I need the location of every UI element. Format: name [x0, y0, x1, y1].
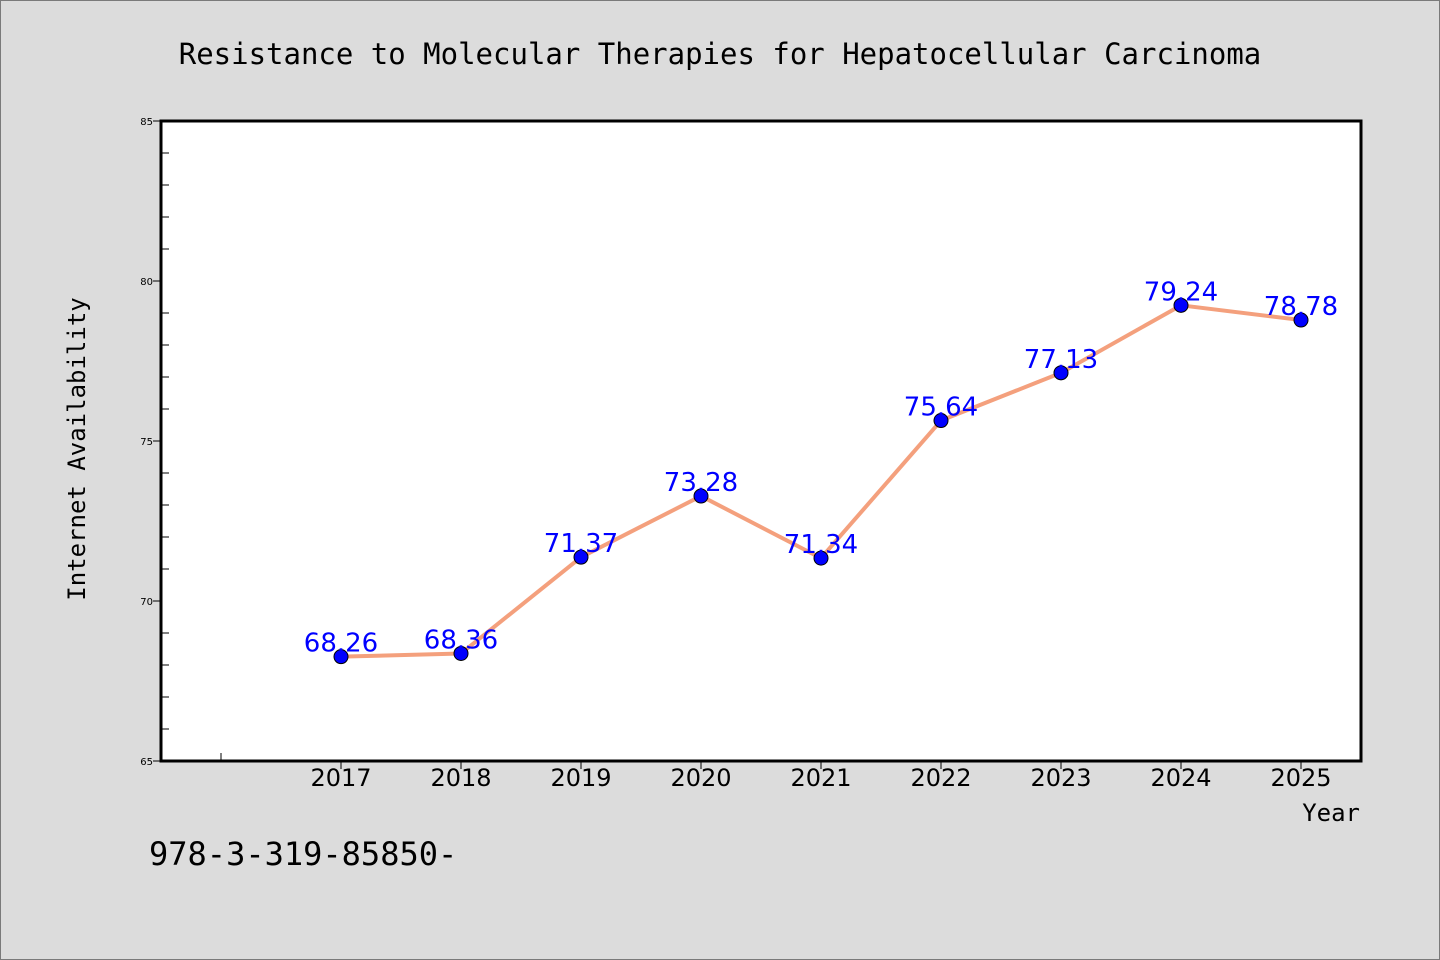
- data-point: [1293, 312, 1309, 328]
- x-tick-label: 2024: [1150, 764, 1211, 792]
- footer-text: 978-3-319-85850-: [149, 835, 457, 873]
- data-label: 68.36: [424, 625, 498, 655]
- data-label: 71.37: [544, 529, 618, 559]
- x-tick-label: 2019: [550, 764, 611, 792]
- y-tick-label: 85: [140, 117, 153, 128]
- data-point: [333, 649, 349, 665]
- data-label: 71.34: [784, 530, 858, 560]
- data-point: [1173, 297, 1189, 313]
- chart-title: Resistance to Molecular Therapies for He…: [179, 37, 1262, 71]
- x-tick-label: 2017: [310, 764, 371, 792]
- x-axis: 2017 2018 2019 2020 2021 2022 2023 2024 2025: [220, 753, 1332, 792]
- x-tick-label: 2025: [1270, 764, 1331, 792]
- y-tick-label: 70: [140, 597, 153, 608]
- data-point: [1053, 365, 1069, 381]
- x-tick-label: 2020: [670, 764, 731, 792]
- data-point: [813, 550, 829, 566]
- y-tick-label: 80: [140, 277, 153, 288]
- data-label: 77.13: [1024, 345, 1098, 375]
- data-point: [933, 413, 949, 429]
- data-label: 75.64: [904, 393, 978, 423]
- data-label: 73.28: [664, 468, 738, 498]
- y-axis: 65 70 75 80 85: [140, 117, 169, 768]
- data-point: [453, 645, 469, 661]
- series-layer: 68.26 68.36 71.37 73.28 71.34 75.64 77.13 79.24…: [304, 277, 1338, 665]
- data-point: [693, 488, 709, 504]
- y-axis-label: Internet Availability: [63, 297, 91, 600]
- x-tick-label: 2018: [430, 764, 491, 792]
- data-point: [573, 549, 589, 565]
- plot-area: [159, 119, 1363, 763]
- x-tick-label: 2021: [790, 764, 851, 792]
- x-tick-label: 2022: [910, 764, 971, 792]
- y-tick-label: 75: [140, 437, 153, 448]
- data-label: 79.24: [1144, 277, 1218, 307]
- x-axis-label: Year: [1302, 799, 1360, 827]
- data-label: 78.78: [1264, 292, 1338, 322]
- y-tick-label: 65: [140, 757, 153, 768]
- x-tick-label: 2023: [1030, 764, 1091, 792]
- data-label: 68.26: [304, 629, 378, 659]
